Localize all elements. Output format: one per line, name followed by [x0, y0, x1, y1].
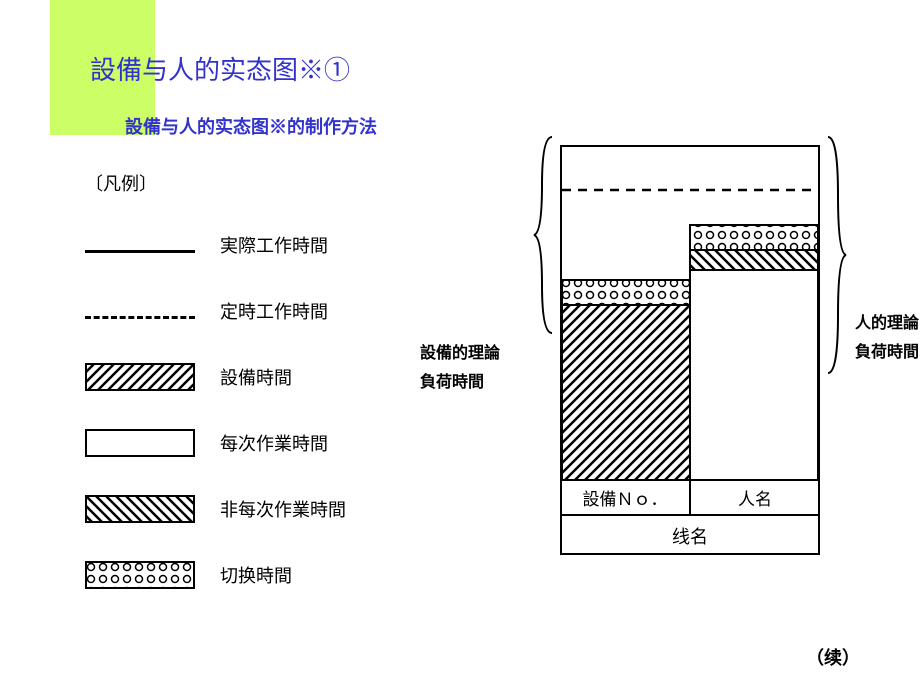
legend-item: 実際工作時間: [85, 230, 346, 260]
col1-header: 設備Ｎｏ．: [560, 485, 690, 510]
legend-item: 定時工作時間: [85, 296, 346, 326]
legend-label: 設備時間: [220, 364, 292, 390]
brace-left-line2: 負荷時間: [420, 369, 500, 398]
dashed-line-icon: [85, 316, 195, 319]
legend: 実際工作時間 定時工作時間 設備時間 每次作業時間 非每次作業時間 切换時間: [85, 230, 346, 626]
legend-item: 切换時間: [85, 560, 346, 590]
bottom-label: 线名: [560, 523, 820, 549]
legend-item: 設備時間: [85, 362, 346, 392]
page-title: 設備与人的实态图※①: [90, 50, 350, 87]
col2-header: 人名: [690, 485, 820, 510]
brace-right-label: 人的理論 負荷時間: [855, 310, 919, 368]
empty-box-icon: [85, 429, 195, 457]
circles-icon: [85, 561, 195, 589]
brace-left-line1: 設備的理論: [420, 340, 500, 369]
legend-label: 每次作業時間: [220, 430, 328, 456]
legend-label: 定時工作時間: [220, 298, 328, 324]
brace-left-label: 設備的理論 負荷時間: [420, 340, 500, 398]
legend-title: 〔凡例〕: [85, 170, 157, 196]
legend-item: 每次作業時間: [85, 428, 346, 458]
diag-fwd-icon: [85, 363, 195, 391]
page-subtitle: 設備与人的实态图※的制作方法: [125, 113, 377, 139]
brace-left-icon: [530, 135, 560, 335]
footer-continued: （续）: [806, 644, 860, 670]
brace-right-icon: [820, 135, 850, 375]
legend-label: 切换時間: [220, 562, 292, 588]
legend-item: 非每次作業時間: [85, 494, 346, 524]
legend-label: 非每次作業時間: [220, 496, 346, 522]
legend-label: 実際工作時間: [220, 232, 328, 258]
solid-line-icon: [85, 250, 195, 253]
diag-back-icon: [85, 495, 195, 523]
brace-right-line2: 負荷時間: [855, 339, 919, 368]
brace-right-line1: 人的理論: [855, 310, 919, 339]
chart-diagram: 設備Ｎｏ． 人名 线名: [560, 145, 820, 555]
